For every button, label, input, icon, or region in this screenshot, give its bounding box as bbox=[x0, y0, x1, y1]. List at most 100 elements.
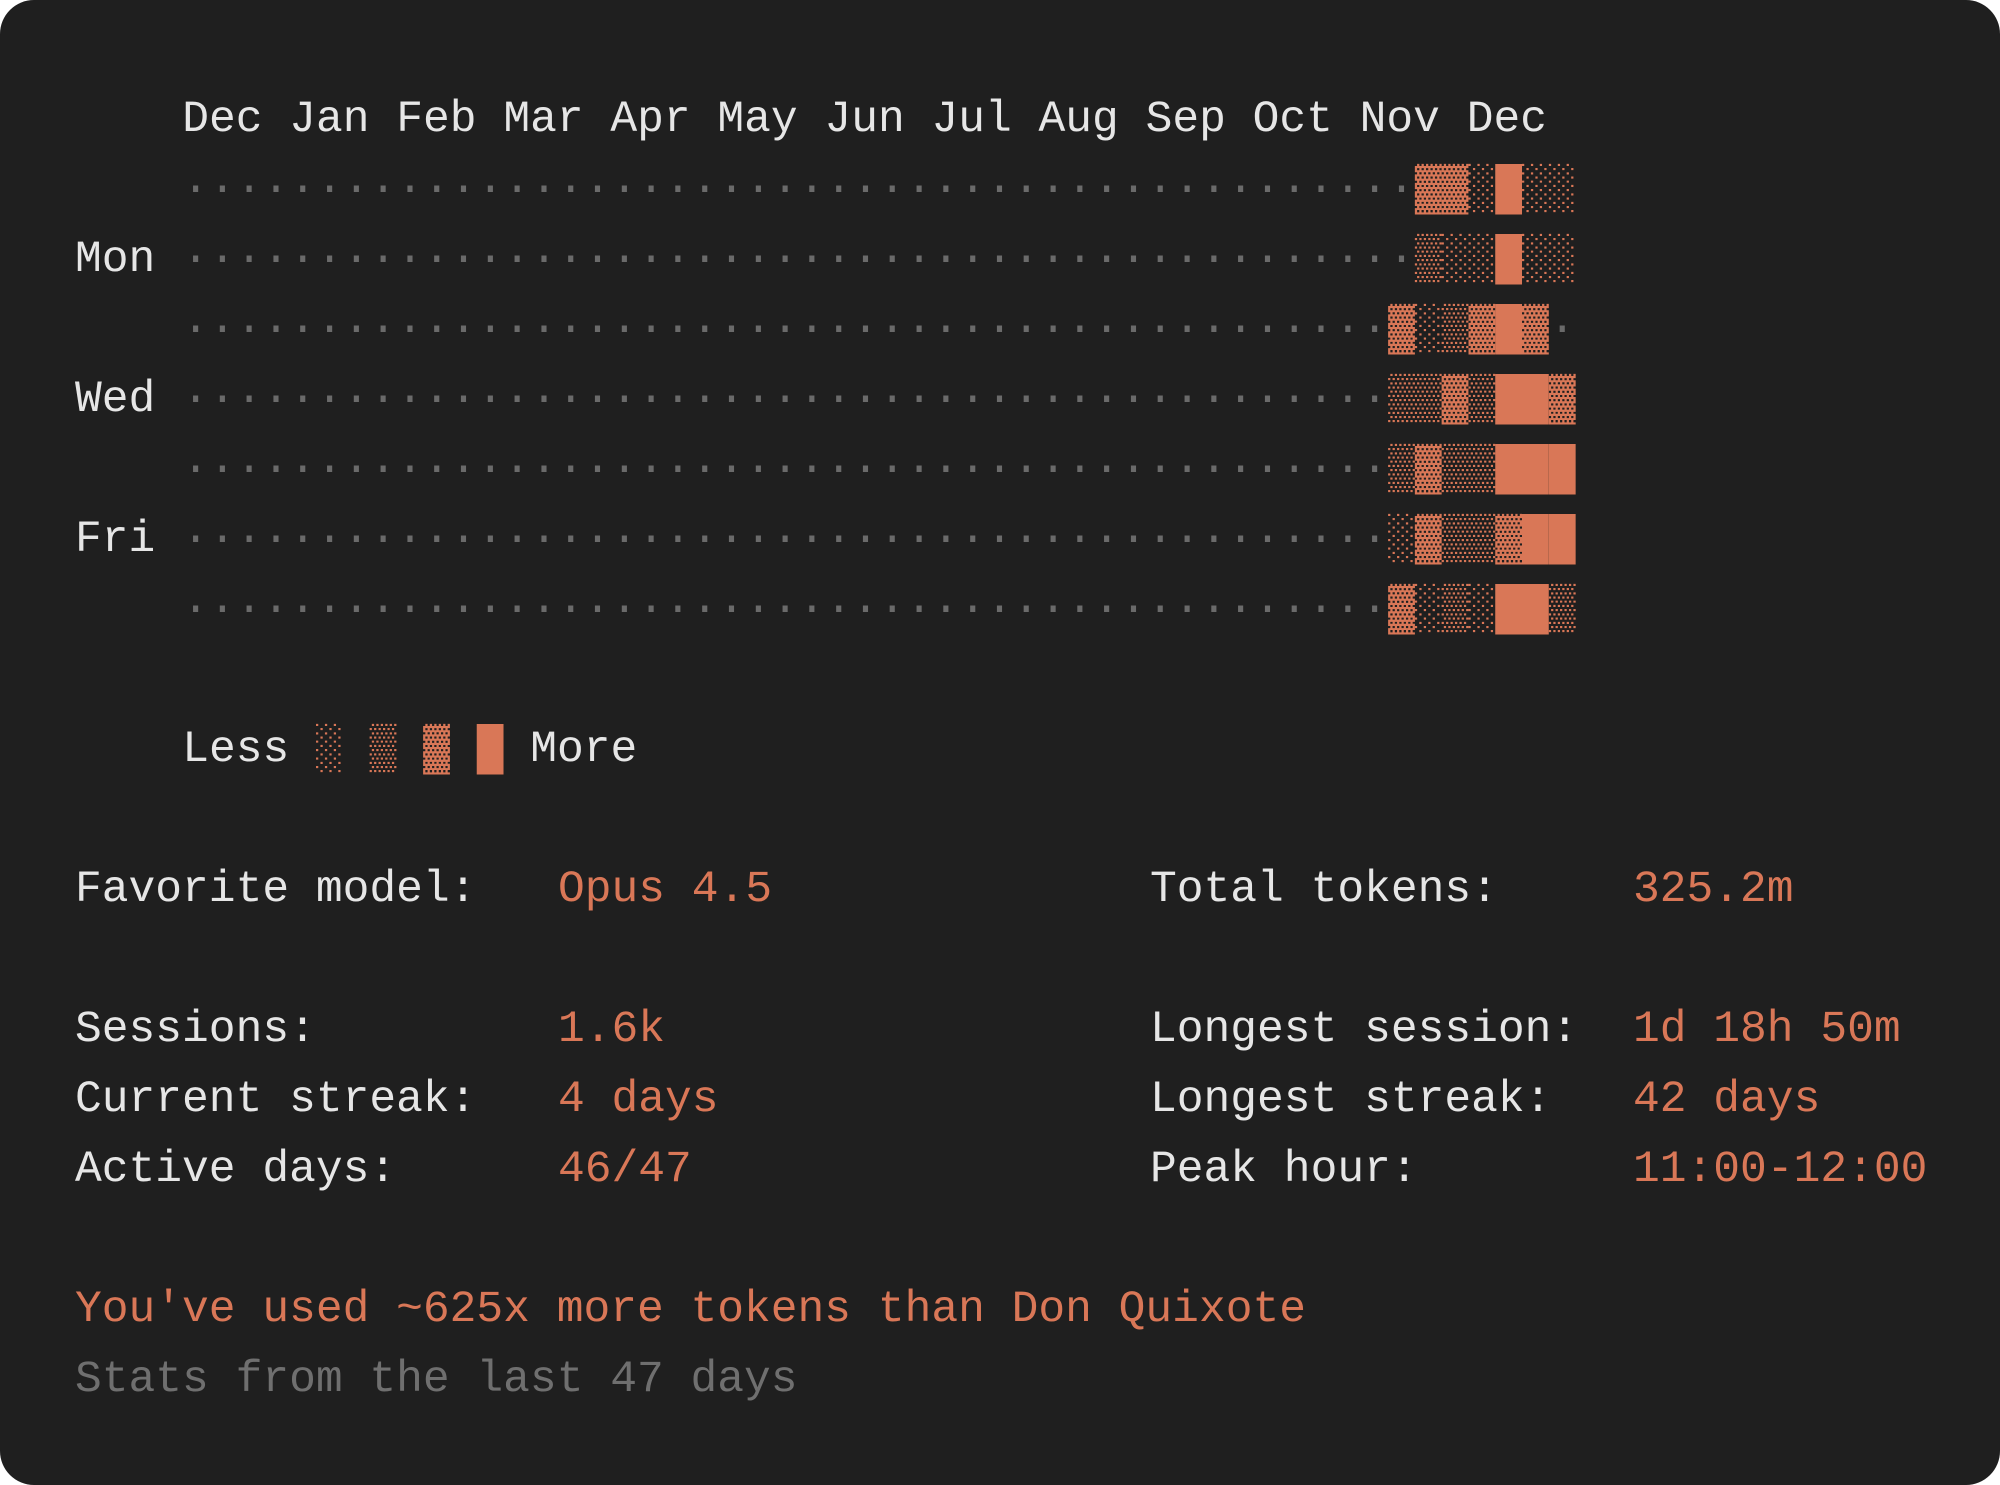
activity-cell: █ bbox=[1495, 585, 1523, 635]
empty-day-cell: · bbox=[825, 235, 853, 285]
empty-day-cell: · bbox=[584, 305, 611, 355]
empty-day-cell: · bbox=[235, 585, 263, 635]
activity-cell: ░ bbox=[1468, 165, 1496, 215]
empty-day-cell: · bbox=[530, 165, 558, 215]
day-label: Fri bbox=[75, 515, 156, 565]
empty-day-cell: · bbox=[1066, 515, 1094, 565]
empty-day-cell: · bbox=[557, 235, 585, 285]
empty-day-cell: · bbox=[1012, 445, 1040, 495]
empty-day-cell: · bbox=[932, 375, 960, 425]
empty-day-cell: · bbox=[584, 235, 611, 285]
empty-day-cell: · bbox=[637, 515, 665, 565]
empty-day-cell: · bbox=[852, 585, 879, 635]
empty-day-cell: · bbox=[1012, 585, 1040, 635]
empty-day-cell: · bbox=[959, 235, 987, 285]
activity-cell: ▒ bbox=[1441, 305, 1469, 355]
empty-day-cell: · bbox=[1280, 515, 1308, 565]
empty-day-cell: · bbox=[450, 235, 477, 285]
empty-day-cell: · bbox=[209, 165, 236, 215]
empty-day-cell: · bbox=[1066, 305, 1094, 355]
empty-day-cell: · bbox=[530, 235, 558, 285]
empty-day-cell: · bbox=[825, 515, 853, 565]
empty-day-cell: · bbox=[1146, 515, 1174, 565]
empty-day-cell: · bbox=[852, 305, 879, 355]
heatmap-row-sat: · · · · · · · · · · · · · · · · · · · · · · · · · · · · · · · · · · · · · · · ·… bbox=[75, 575, 1576, 645]
empty-day-cell: · bbox=[262, 165, 290, 215]
empty-day-cell: · bbox=[476, 235, 504, 285]
sessions-label: Sessions: bbox=[75, 1005, 316, 1055]
empty-day-cell: · bbox=[503, 375, 531, 425]
month-labels: Dec Jan Feb Mar Apr May Jun Jul Aug Sep … bbox=[182, 95, 1547, 145]
empty-day-cell: · bbox=[1280, 305, 1308, 355]
empty-day-cell: · bbox=[209, 305, 236, 355]
empty-day-cell: · bbox=[718, 375, 745, 425]
activity-cell: ▒ bbox=[1468, 445, 1496, 495]
empty-day-cell: · bbox=[450, 375, 477, 425]
empty-day-cell: · bbox=[1093, 515, 1121, 565]
empty-day-cell: · bbox=[316, 375, 343, 425]
empty-day-cell: · bbox=[557, 165, 585, 215]
activity-cell: ░ bbox=[1414, 305, 1442, 355]
activity-cell: ░ bbox=[1388, 515, 1415, 565]
empty-day-cell: · bbox=[744, 515, 772, 565]
empty-day-cell: · bbox=[1254, 445, 1281, 495]
empty-day-cell: · bbox=[316, 165, 343, 215]
longest-streak-value: 42 days bbox=[1633, 1075, 1821, 1125]
empty-day-cell: · bbox=[1307, 165, 1335, 215]
empty-day-cell: · bbox=[1200, 585, 1228, 635]
empty-day-cell: · bbox=[209, 235, 236, 285]
empty-day-cell: · bbox=[878, 375, 906, 425]
empty-day-cell: · bbox=[1093, 165, 1121, 215]
empty-day-cell: · bbox=[610, 165, 638, 215]
empty-day-cell: · bbox=[1388, 235, 1415, 285]
empty-day-cell: · bbox=[771, 235, 799, 285]
current-streak-label: Current streak: bbox=[75, 1075, 477, 1125]
empty-day-cell: · bbox=[718, 515, 745, 565]
empty-day-cell: · bbox=[1200, 305, 1228, 355]
empty-day-cell: · bbox=[369, 165, 397, 215]
day-label: Wed bbox=[75, 375, 156, 425]
empty-day-cell: · bbox=[1227, 445, 1255, 495]
empty-day-cell: · bbox=[1093, 445, 1121, 495]
empty-day-cell: · bbox=[262, 445, 290, 495]
empty-day-cell: · bbox=[316, 445, 343, 495]
empty-day-cell: · bbox=[691, 165, 719, 215]
empty-day-cell: · bbox=[959, 445, 987, 495]
empty-day-cell: · bbox=[396, 445, 424, 495]
empty-day-cell: · bbox=[342, 585, 370, 635]
empty-day-cell: · bbox=[718, 235, 745, 285]
activity-cell: █ bbox=[1495, 235, 1523, 285]
empty-day-cell: · bbox=[1361, 515, 1389, 565]
heatmap-row-tue: · · · · · · · · · · · · · · · · · · · · · · · · · · · · · · · · · · · · · · · ·… bbox=[75, 295, 1576, 365]
empty-day-cell: · bbox=[1093, 375, 1121, 425]
empty-day-cell: · bbox=[1012, 305, 1040, 355]
empty-day-cell: · bbox=[289, 375, 317, 425]
empty-day-cell: · bbox=[289, 515, 317, 565]
empty-day-cell: · bbox=[557, 585, 585, 635]
empty-day-cell: · bbox=[1093, 585, 1121, 635]
empty-day-cell: · bbox=[959, 585, 987, 635]
empty-day-cell: · bbox=[1066, 375, 1094, 425]
empty-day-cell: · bbox=[1334, 585, 1362, 635]
empty-day-cell: · bbox=[1361, 445, 1389, 495]
activity-cell: ▒ bbox=[1414, 375, 1442, 425]
activity-cell: ░ bbox=[1522, 235, 1549, 285]
empty-day-cell: · bbox=[1280, 585, 1308, 635]
empty-day-cell: · bbox=[557, 375, 585, 425]
empty-day-cell: · bbox=[798, 165, 826, 215]
legend-less-label: Less bbox=[182, 725, 290, 775]
empty-day-cell: · bbox=[744, 165, 772, 215]
empty-day-cell: · bbox=[959, 165, 987, 215]
sessions-value: 1.6k bbox=[558, 1005, 666, 1055]
empty-day-cell: · bbox=[744, 235, 772, 285]
empty-day-cell: · bbox=[852, 165, 879, 215]
activity-cell: ▓ bbox=[1522, 305, 1549, 355]
empty-day-cell: · bbox=[718, 305, 745, 355]
legend-swatch-medium-icon: ▒ bbox=[369, 725, 397, 775]
empty-day-cell: · bbox=[932, 305, 960, 355]
empty-day-cell: · bbox=[744, 585, 772, 635]
empty-day-cell: · bbox=[637, 305, 665, 355]
empty-day-cell: · bbox=[476, 585, 504, 635]
empty-day-cell: · bbox=[235, 445, 263, 495]
